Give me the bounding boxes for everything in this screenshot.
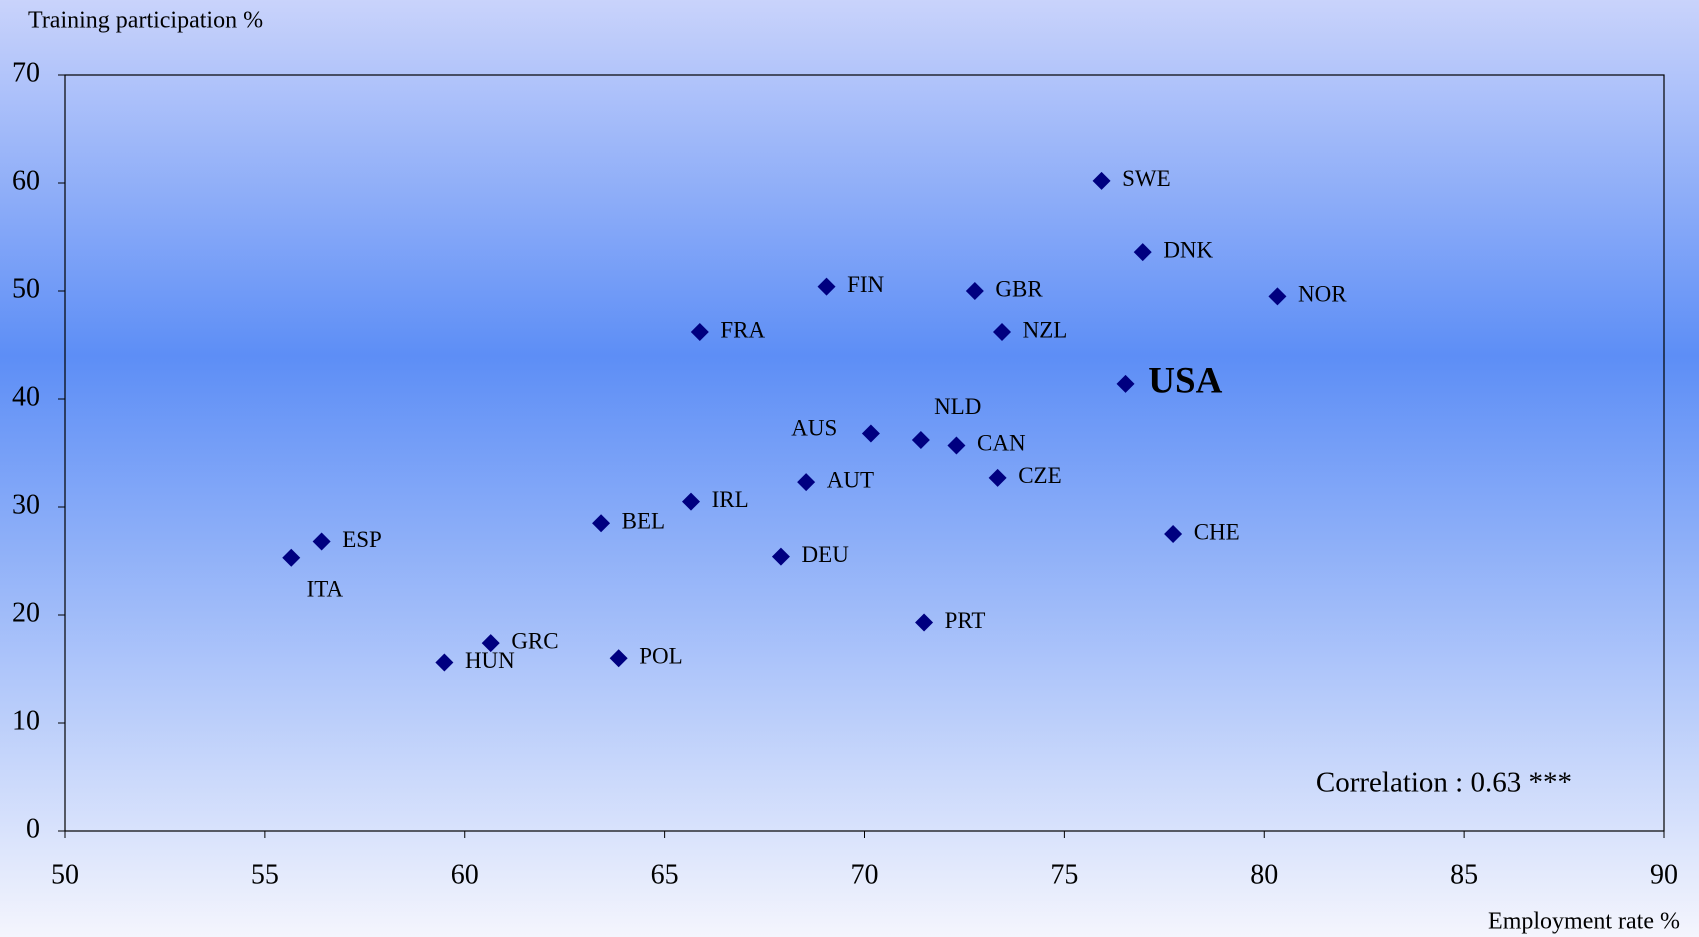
point-label: IRL	[712, 487, 749, 512]
point	[682, 492, 701, 511]
point	[690, 323, 709, 342]
point	[861, 424, 880, 443]
y-tick-label: 10	[12, 705, 40, 736]
x-tick-label: 80	[1250, 859, 1278, 890]
point-label: FIN	[847, 272, 884, 297]
point	[915, 613, 934, 632]
y-axis-label: Training participation %	[28, 8, 263, 34]
point	[312, 532, 331, 551]
point-label: DNK	[1163, 237, 1213, 262]
point	[965, 282, 984, 300]
annotation: Correlation : 0.63 ***	[1316, 767, 1572, 799]
y-tick-label: 70	[12, 57, 40, 88]
y-tick-label: 60	[12, 165, 40, 196]
point-label: AUS	[791, 416, 837, 441]
x-tick-label: 75	[1050, 859, 1078, 890]
point	[1092, 171, 1111, 190]
point-label: FRA	[720, 317, 765, 342]
point-label: CHE	[1194, 519, 1240, 544]
point	[771, 547, 790, 566]
point	[609, 649, 628, 668]
point-label: NOR	[1298, 282, 1347, 307]
x-tick-label: 50	[51, 859, 79, 890]
point-label: ITA	[307, 577, 344, 602]
point	[1268, 287, 1287, 306]
x-tick-label: 90	[1650, 859, 1678, 890]
point-label: NZL	[1023, 317, 1068, 342]
point	[1133, 243, 1152, 262]
x-tick-label: 85	[1450, 859, 1478, 890]
x-tick-label: 65	[651, 859, 679, 890]
point-label: AUT	[827, 467, 874, 492]
point	[947, 436, 966, 455]
point-label: GBR	[995, 276, 1043, 301]
y-tick-label: 20	[12, 597, 40, 628]
point	[282, 548, 301, 567]
point-label: DEU	[802, 542, 850, 567]
point	[1116, 374, 1135, 393]
y-tick-label: 40	[12, 381, 40, 412]
point	[592, 514, 611, 533]
point	[481, 634, 500, 653]
point-label: HUN	[465, 648, 515, 673]
point-label: CZE	[1018, 463, 1061, 488]
point-label: NLD	[934, 394, 981, 419]
point	[911, 431, 930, 450]
point-label: PRT	[945, 608, 986, 633]
x-tick-label: 55	[251, 859, 279, 890]
x-tick-label: 70	[851, 859, 879, 890]
point-label: ESP	[342, 527, 382, 552]
point-label: GRC	[511, 628, 558, 653]
x-tick-label: 60	[451, 859, 479, 890]
x-axis-label: Employment rate %	[1488, 909, 1680, 935]
point-label: CAN	[977, 431, 1026, 456]
y-tick-label: 30	[12, 489, 40, 520]
y-tick-label: 50	[12, 273, 40, 304]
point	[435, 653, 454, 672]
point-label: BEL	[622, 508, 665, 533]
point-label: SWE	[1122, 166, 1171, 191]
point-label: POL	[639, 643, 682, 668]
point	[993, 323, 1012, 342]
point	[988, 468, 1007, 487]
y-tick-label: 0	[26, 813, 40, 844]
point	[1164, 525, 1183, 543]
point	[817, 277, 836, 296]
point-label: USA	[1148, 360, 1222, 401]
point	[797, 473, 816, 492]
